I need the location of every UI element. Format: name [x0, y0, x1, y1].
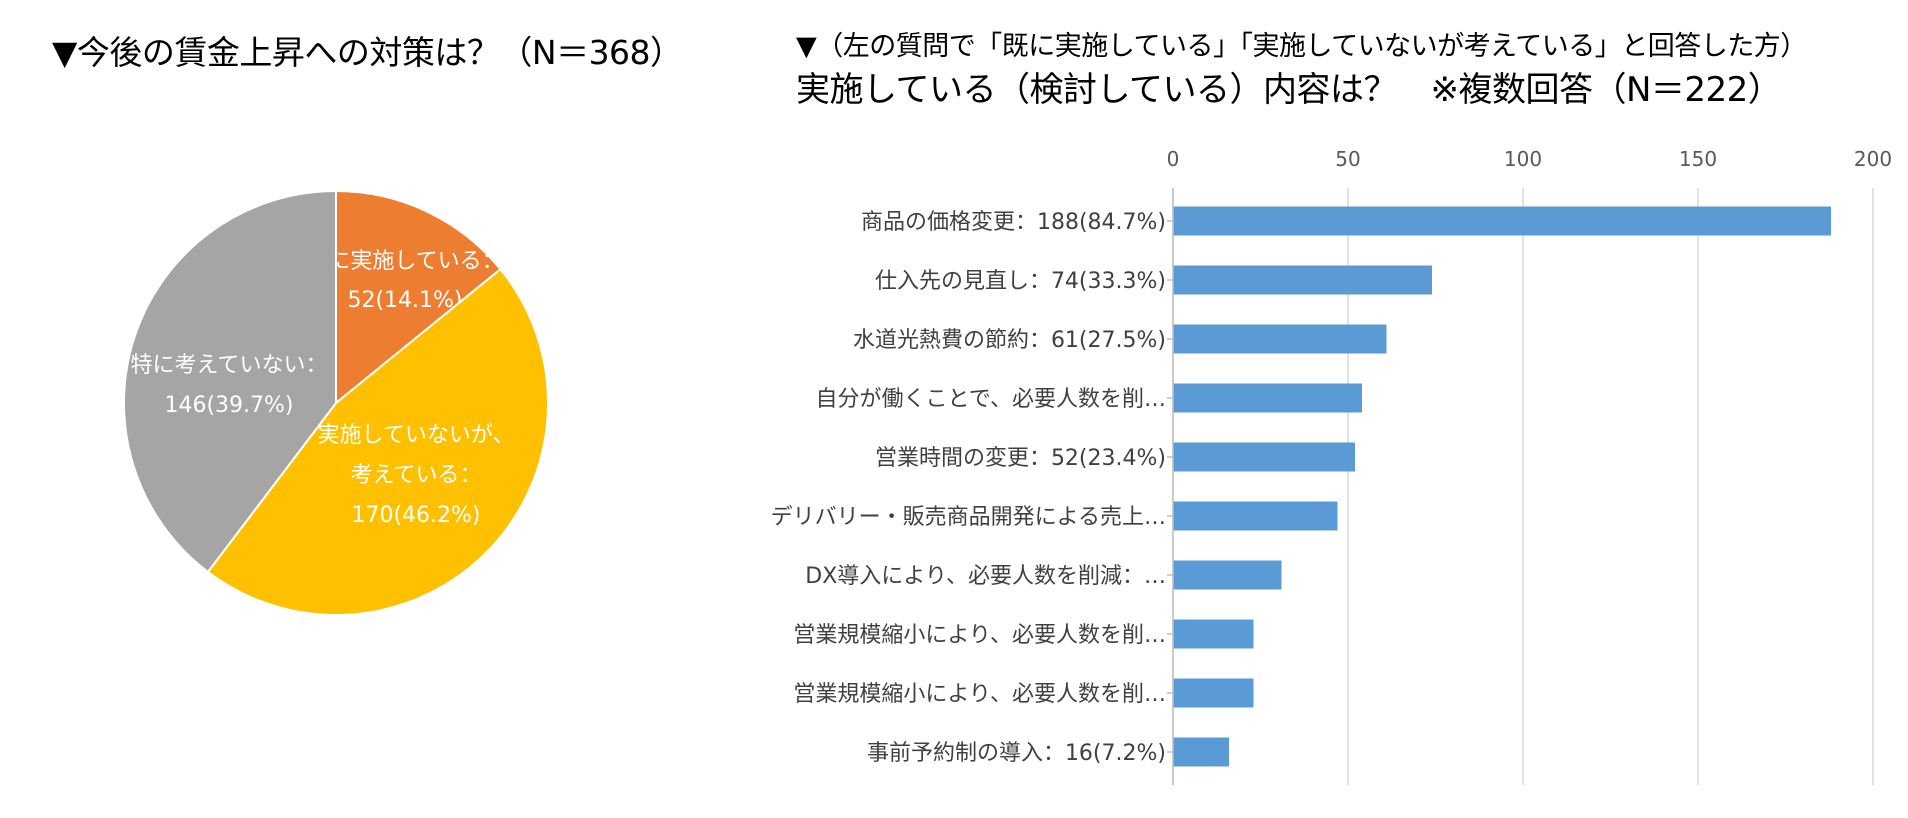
bar: [1173, 501, 1338, 531]
pie-slice-1: [335, 189, 502, 406]
x-tick-label: 200: [1854, 147, 1892, 171]
pie-data-label: 実施していないが、: [318, 423, 515, 448]
pie-slice-2: [206, 267, 549, 616]
category-label: DX導入により、必要人数を削減：…: [805, 564, 1166, 589]
category-label: 商品の価格変更：188(84.7%): [861, 210, 1166, 235]
category-label: 仕入先の見直し：74(33.3%): [875, 269, 1166, 294]
pie-data-label: 170(46.2%): [351, 503, 480, 528]
pie-data-label: 既に実施している：: [306, 249, 503, 274]
category-label: デリバリー・販売商品開発による売上…: [771, 505, 1166, 530]
x-tick-label: 50: [1335, 147, 1360, 171]
pie-data-label: 52(14.1%): [347, 288, 462, 313]
pie-data-label: 146(39.7%): [164, 393, 293, 418]
pie-data-label: 特に考えていない：: [131, 353, 328, 378]
bar: [1173, 560, 1282, 590]
bar: [1173, 442, 1355, 472]
x-tick-label: 100: [1504, 147, 1542, 171]
category-label: 営業規模縮小により、必要人数を削…: [793, 682, 1166, 707]
category-label: 事前予約制の導入：16(7.2%): [867, 741, 1166, 766]
bar: [1173, 737, 1229, 767]
pie-chart-title: ▼今後の賃金上昇への対策は？（N＝368）: [52, 33, 683, 72]
bar-chart-title-line1: ▼（左の質問で「既に実施している」「実施していないが考えている」と回答した方）: [796, 31, 1807, 62]
pie-data-label: 考えている：: [351, 463, 482, 488]
bar: [1173, 619, 1254, 649]
bar: [1173, 206, 1831, 236]
bar: [1173, 324, 1387, 354]
bar: [1173, 265, 1432, 295]
x-tick-label: 150: [1679, 147, 1717, 171]
bar: [1173, 678, 1254, 708]
x-tick-label: 0: [1167, 147, 1180, 171]
bar: [1173, 383, 1362, 413]
pie-slice-3: [123, 189, 337, 574]
bar-chart-title-line2: 実施している（検討している）内容は？ ※複数回答（N＝222）: [796, 70, 1782, 110]
category-label: 水道光熱費の節約：61(27.5%): [853, 328, 1166, 353]
category-label: 自分が働くことで、必要人数を削…: [816, 387, 1166, 412]
category-label: 営業規模縮小により、必要人数を削…: [793, 623, 1166, 648]
category-label: 営業時間の変更：52(23.4%): [875, 446, 1166, 471]
